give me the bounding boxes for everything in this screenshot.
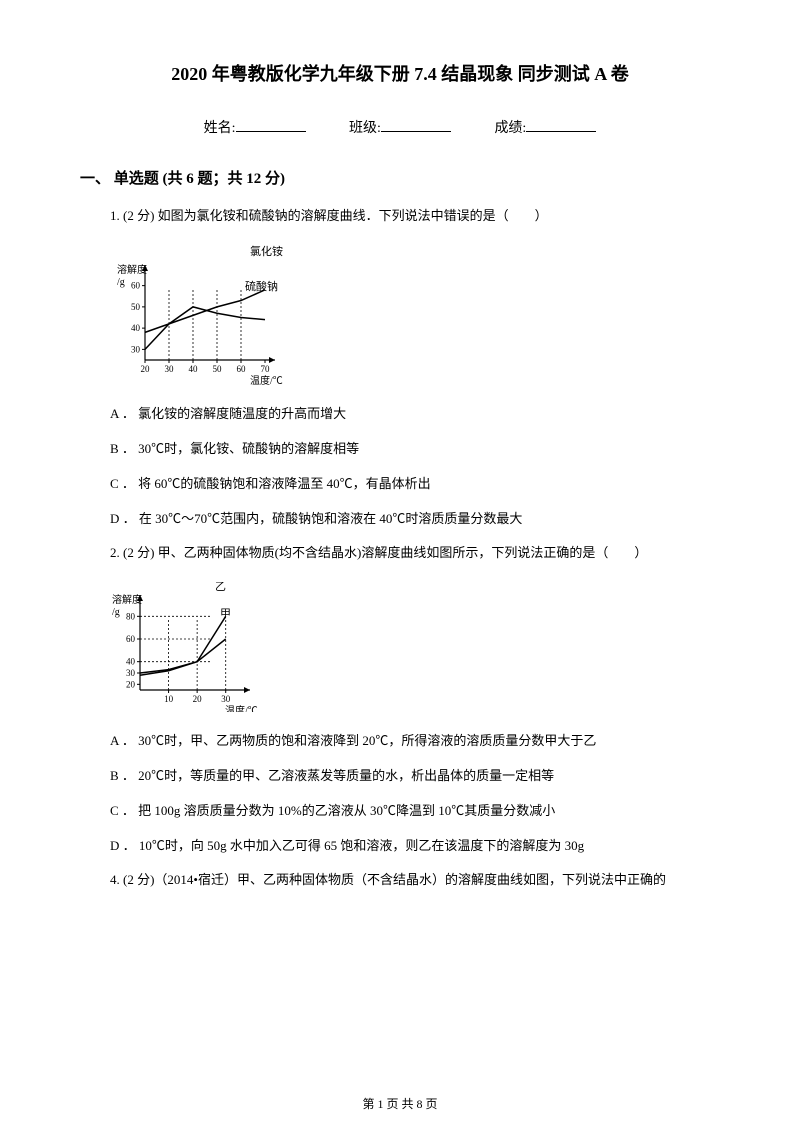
- svg-text:70: 70: [261, 364, 271, 374]
- class-label: 班级:: [349, 121, 381, 136]
- student-info-line: 姓名: 班级: 成绩:: [80, 116, 720, 137]
- q2-option-c: C ． 把 100g 溶质质量分数为 10%的乙溶液从 30℃降温到 10℃其质…: [80, 800, 720, 819]
- q1-chart: 30405060203040506070氯化铵硫酸钠溶解度/g温度/℃: [110, 245, 300, 385]
- svg-text:甲: 甲: [220, 608, 231, 620]
- svg-text:20: 20: [126, 679, 136, 689]
- svg-text:溶解度: 溶解度: [117, 263, 147, 276]
- svg-text:温度/℃: 温度/℃: [250, 374, 283, 385]
- svg-text:20: 20: [141, 364, 151, 374]
- svg-text:40: 40: [131, 323, 141, 333]
- svg-text:80: 80: [126, 611, 136, 621]
- q1-option-d: D ． 在 30℃～70℃范围内，硫酸钠饱和溶液在 40℃时溶质质量分数最大: [80, 508, 720, 527]
- svg-text:50: 50: [213, 364, 223, 374]
- page-footer: 第 1 页 共 8 页: [0, 1095, 800, 1112]
- svg-text:60: 60: [126, 634, 136, 644]
- svg-text:30: 30: [221, 694, 231, 704]
- svg-text:40: 40: [189, 364, 199, 374]
- q1-option-a: A ． 氯化铵的溶解度随温度的升高而增大: [80, 403, 720, 422]
- svg-text:20: 20: [193, 694, 203, 704]
- svg-text:/g: /g: [112, 607, 120, 618]
- name-label: 姓名:: [204, 121, 236, 136]
- svg-text:氯化铵: 氯化铵: [250, 245, 283, 258]
- q1-option-b: B ． 30℃时，氯化铵、硫酸钠的溶解度相等: [80, 438, 720, 457]
- svg-text:10: 10: [164, 694, 174, 704]
- svg-text:30: 30: [131, 344, 141, 354]
- q1-stem: 1. (2 分) 如图为氯化铵和硫酸钠的溶解度曲线．下列说法中错误的是（ ）: [80, 206, 720, 227]
- class-field[interactable]: [381, 116, 451, 132]
- svg-text:/g: /g: [117, 277, 125, 288]
- q2-chart: 2030406080102030乙甲溶解度/g温度/℃: [110, 582, 300, 712]
- q1-chart-container: 30405060203040506070氯化铵硫酸钠溶解度/g温度/℃: [80, 245, 720, 385]
- page-title: 2020 年粤教版化学九年级下册 7.4 结晶现象 同步测试 A 卷: [80, 60, 720, 86]
- svg-text:30: 30: [126, 668, 136, 678]
- svg-text:硫酸钠: 硫酸钠: [245, 279, 278, 293]
- score-field[interactable]: [526, 116, 596, 132]
- svg-text:60: 60: [131, 280, 141, 290]
- svg-text:溶解度: 溶解度: [112, 593, 142, 606]
- svg-text:温度/℃: 温度/℃: [225, 704, 258, 712]
- svg-text:乙: 乙: [215, 582, 226, 593]
- score-label: 成绩:: [494, 121, 526, 136]
- svg-text:30: 30: [165, 364, 175, 374]
- q2-option-a: A ． 30℃时，甲、乙两物质的饱和溶液降到 20℃，所得溶液的溶质质量分数甲大…: [80, 730, 720, 749]
- q2-option-b: B ． 20℃时，等质量的甲、乙溶液蒸发等质量的水，析出晶体的质量一定相等: [80, 765, 720, 784]
- svg-text:50: 50: [131, 302, 141, 312]
- q2-option-d: D ． 10℃时，向 50g 水中加入乙可得 65 饱和溶液，则乙在该温度下的溶…: [80, 835, 720, 854]
- svg-text:60: 60: [237, 364, 247, 374]
- q1-option-c: C ． 将 60℃的硫酸钠饱和溶液降温至 40℃，有晶体析出: [80, 473, 720, 492]
- name-field[interactable]: [236, 116, 306, 132]
- q4-stem: 4. (2 分)（2014•宿迁）甲、乙两种固体物质（不含结晶水）的溶解度曲线如…: [80, 870, 720, 891]
- svg-text:40: 40: [126, 656, 136, 666]
- q2-chart-container: 2030406080102030乙甲溶解度/g温度/℃: [80, 582, 720, 712]
- q2-stem: 2. (2 分) 甲、乙两种固体物质(均不含结晶水)溶解度曲线如图所示，下列说法…: [80, 543, 720, 564]
- section-header: 一、 单选题 (共 6 题；共 12 分): [80, 167, 720, 188]
